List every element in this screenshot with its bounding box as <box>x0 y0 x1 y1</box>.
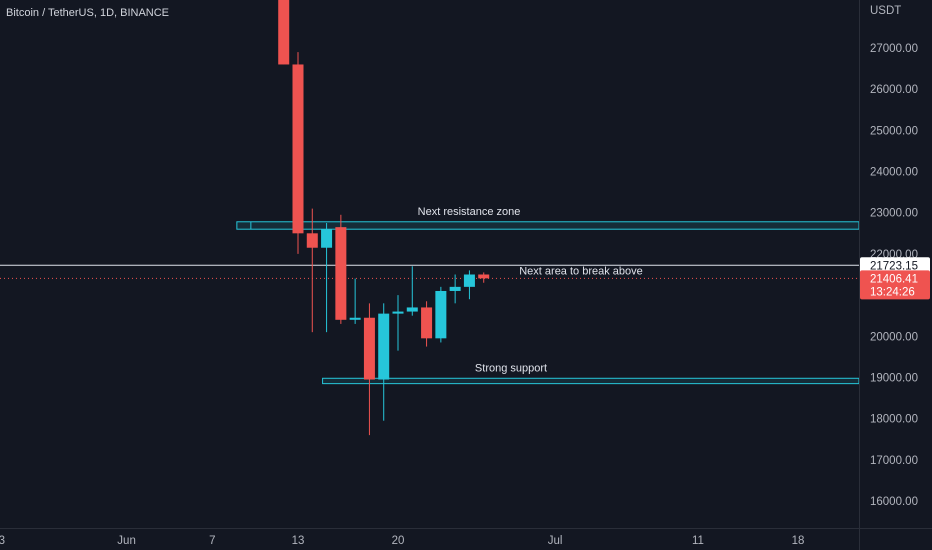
candle-body <box>292 64 304 234</box>
breakout-line-label: Next area to break above <box>519 265 643 277</box>
candle-body <box>278 0 290 65</box>
countdown-timer: 13:24:26 <box>870 286 915 298</box>
candle[interactable] <box>435 286 447 343</box>
y-tick-label: 26000.00 <box>870 84 918 96</box>
candle-body <box>306 233 318 248</box>
candle[interactable] <box>463 270 475 300</box>
y-tick-label: 27000.00 <box>870 43 918 55</box>
candle-body <box>435 290 447 339</box>
candle[interactable] <box>349 278 361 324</box>
x-tick-label: 20 <box>392 535 405 547</box>
candle[interactable] <box>321 223 333 333</box>
x-tick-label: Jul <box>548 535 563 547</box>
x-tick-label: 7 <box>209 535 215 547</box>
candle[interactable] <box>478 272 490 283</box>
x-tick-label: Jun <box>117 535 136 547</box>
last-price-value: 21406.41 <box>870 273 918 285</box>
candle[interactable] <box>278 0 290 65</box>
resistance-zone[interactable] <box>236 221 860 230</box>
candle-body <box>321 229 333 248</box>
candle-body <box>449 286 461 291</box>
breakout-price-value: 21723.15 <box>870 260 918 272</box>
x-tick-label: 11 <box>692 535 704 547</box>
candles-layer <box>278 0 490 436</box>
resistance-zone-label: Next resistance zone <box>418 206 521 218</box>
annotations-layer: Next resistance zone Strong support Next a… <box>418 206 643 374</box>
candle-body <box>363 317 375 380</box>
candle-body <box>478 274 490 279</box>
candle[interactable] <box>363 303 375 436</box>
breakout-price-badge <box>860 257 930 274</box>
y-tick-label: 23000.00 <box>870 208 918 220</box>
support-zone[interactable] <box>322 377 860 385</box>
candle-body <box>406 307 418 312</box>
x-tick-label: 18 <box>792 535 805 547</box>
candle[interactable] <box>449 274 461 304</box>
candle-body <box>463 274 475 287</box>
y-tick-label: 25000.00 <box>870 125 918 137</box>
candle-body <box>378 313 390 380</box>
chart-title: Bitcoin / TetherUS, 1D, BINANCE <box>6 7 169 19</box>
candle[interactable] <box>392 295 404 351</box>
candle[interactable] <box>292 52 304 254</box>
currency-label: USDT <box>870 5 901 17</box>
candle-body <box>421 307 433 339</box>
y-tick-label: 20000.00 <box>870 331 918 343</box>
y-tick-label: 17000.00 <box>870 455 918 467</box>
candle[interactable] <box>421 301 433 347</box>
last-price-badge <box>860 270 930 300</box>
x-tick-label: 13 <box>292 535 305 547</box>
candle[interactable] <box>406 266 418 316</box>
candle[interactable] <box>335 214 347 324</box>
candle-body <box>349 317 361 320</box>
y-tick-label: 16000.00 <box>870 496 918 508</box>
y-tick-label: 19000.00 <box>870 372 918 384</box>
y-tick-label: 18000.00 <box>870 414 918 426</box>
candle-body <box>335 227 347 320</box>
candle-body <box>392 311 404 314</box>
lines-layer <box>0 264 859 279</box>
y-tick-label: 24000.00 <box>870 167 918 179</box>
support-zone-label: Strong support <box>475 362 547 374</box>
candle[interactable] <box>378 303 390 421</box>
x-tick-label: 3 <box>0 535 5 547</box>
candle[interactable] <box>306 208 318 333</box>
